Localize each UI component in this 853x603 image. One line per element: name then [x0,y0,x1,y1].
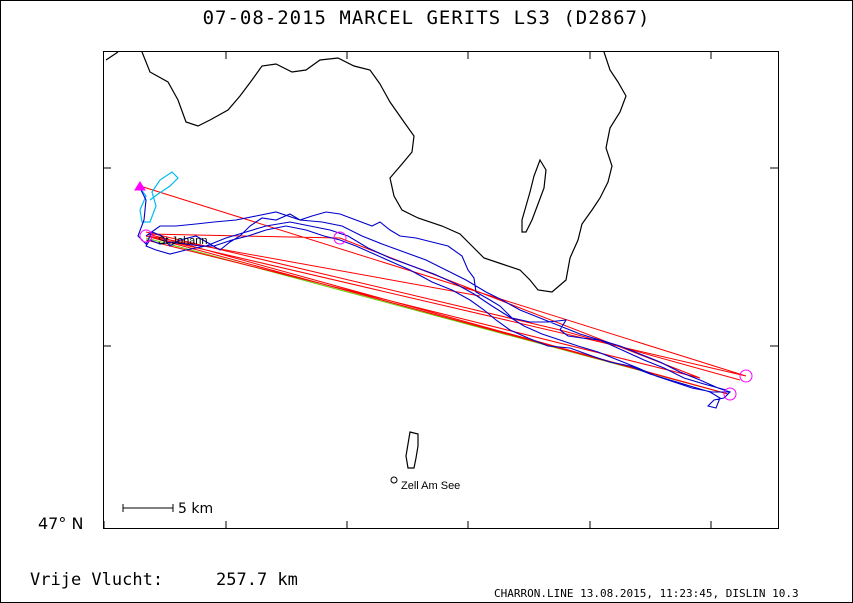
summary-value: 257.7 km [216,570,298,590]
turnpoint-markers [134,181,753,401]
place-label: St.Johann [158,235,208,247]
start-triangle-marker [134,181,146,191]
turnpoint-marker [139,229,153,243]
place-marker-icon [390,476,398,484]
lake-south [405,431,419,469]
lake-north [521,158,547,233]
scale-bar: 5 km [122,501,213,517]
task-legs [139,185,747,395]
map-ticks [103,52,778,528]
border-outline [105,51,627,293]
takeoff-climb [139,171,179,223]
place-st-johann: St.Johann [158,235,208,247]
page-title: 07-08-2015 MARCEL GERITS LS3 (D2867) [202,7,651,29]
latitude-label: 47° N [38,514,84,533]
turnpoint-marker [723,387,737,401]
flight-track [137,187,732,409]
turnpoint-marker [739,369,753,383]
footer-info: CHARRON.LINE 13.08.2015, 11:23:45, DISLI… [494,587,799,600]
turnpoint-marker [333,231,347,245]
place-label: Zell Am See [401,480,460,492]
scale-label: 5 km [178,501,213,517]
summary-label: Vrije Vlucht: [30,570,164,590]
map-border [103,51,779,529]
place-zell-am-see: Zell Am See [390,476,460,492]
